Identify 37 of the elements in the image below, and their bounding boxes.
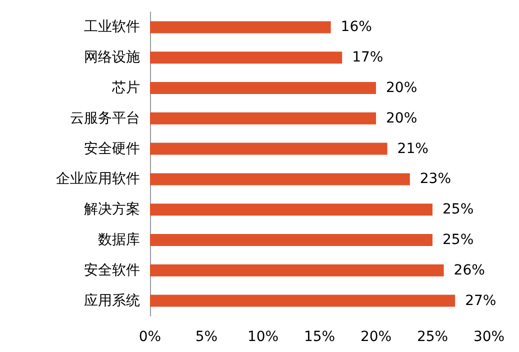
y-tick-label: 安全硬件	[84, 140, 140, 157]
data-label: 20%	[386, 80, 418, 96]
bar	[150, 112, 376, 124]
x-tick-label: 10%	[247, 329, 279, 345]
y-tick-label: 解决方案	[84, 200, 140, 218]
data-label: 16%	[340, 19, 372, 36]
data-label: 21%	[397, 140, 428, 157]
bar	[150, 52, 342, 64]
bar	[150, 142, 388, 155]
data-label: 25%	[442, 232, 474, 248]
data-label: 20%	[386, 110, 418, 126]
x-tick-label: 25%	[416, 329, 448, 345]
y-tick-label: 应用系统	[84, 292, 140, 309]
bar	[150, 264, 444, 276]
x-tick-label: 0%	[138, 329, 162, 345]
bar	[150, 294, 456, 307]
data-label: 26%	[454, 262, 485, 278]
data-label: 17%	[352, 50, 384, 66]
y-tick-label: 工业软件	[84, 19, 140, 36]
y-tick-label: 数据库	[98, 232, 140, 248]
data-label: 25%	[442, 202, 474, 218]
y-tick-label: 芯片	[111, 80, 140, 96]
bar	[150, 204, 432, 216]
y-tick-label: 安全软件	[84, 262, 140, 278]
bar	[150, 21, 331, 34]
data-label: 23%	[420, 171, 452, 188]
data-label: 27%	[465, 292, 496, 309]
bar	[150, 82, 376, 94]
bar	[150, 173, 410, 186]
y-tick-label: 云服务平台	[70, 110, 140, 126]
bar	[150, 234, 432, 246]
y-tick-label: 企业应用软件	[56, 171, 140, 188]
x-tick-label: 20%	[360, 329, 392, 345]
x-tick-label: 15%	[304, 329, 336, 345]
x-tick-label: 30%	[473, 329, 505, 345]
y-tick-label: 网络设施	[84, 50, 140, 66]
x-tick-label: 5%	[195, 329, 218, 345]
